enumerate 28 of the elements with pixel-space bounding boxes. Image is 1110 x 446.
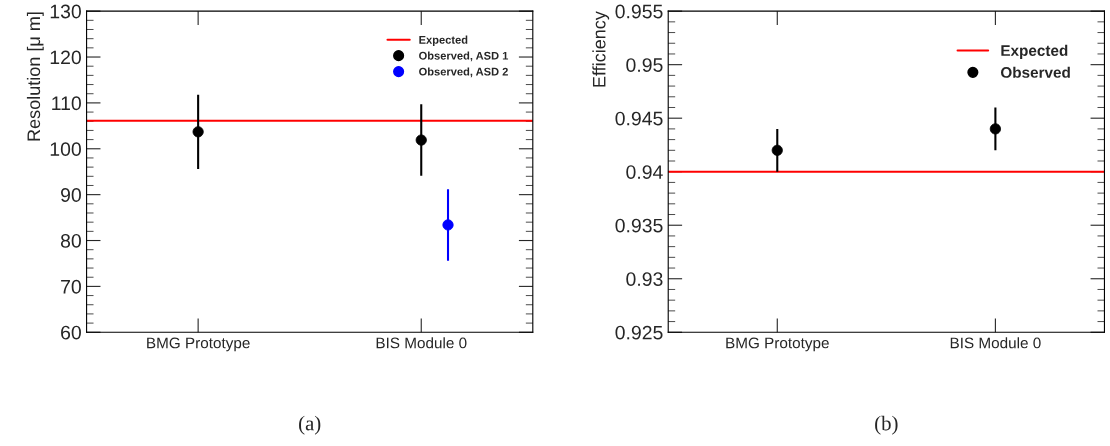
y-tick-label: 0.935 [615, 218, 663, 233]
x-tick-label: BMG Prototype [147, 337, 250, 352]
y-tick-label: 0.925 [615, 325, 663, 340]
legend-label: Expected [419, 35, 468, 46]
y-tick-label: 0.95 [626, 58, 663, 72]
text: (a) [299, 415, 321, 435]
y-tick-label: 70 [61, 279, 81, 294]
x-tick-label: BMG Prototype [726, 337, 829, 352]
y-tick-label: 0.93 [626, 272, 663, 286]
y-tick-label: 80 [60, 233, 81, 248]
y-tick-label: 130 [50, 4, 81, 19]
x-tick-label: BIS Module 0 [376, 337, 467, 349]
y-tick-label: 0.94 [626, 165, 663, 179]
y-tick-label: 120 [50, 50, 81, 65]
legend-label: Observed [1000, 66, 1070, 78]
y-tick-label: 0.945 [615, 111, 663, 126]
x-tick-label: BIS Module 0 [950, 337, 1041, 349]
y-tick-label: 110 [52, 96, 81, 111]
y-tick-label: 90 [61, 188, 81, 202]
legend-label: Observed, ASD 1 [419, 51, 509, 62]
text: (b) [875, 415, 898, 435]
y-axis-title: Efficiency [592, 11, 610, 87]
legend-label: Expected [1001, 44, 1068, 59]
y-tick-label: 60 [61, 325, 81, 340]
y-tick-label: 0.955 [615, 4, 663, 19]
y-axis-title: Resolution [μ m] [26, 12, 44, 141]
y-tick-label: 100 [50, 142, 81, 157]
legend-label: Observed, ASD 2 [419, 67, 508, 78]
